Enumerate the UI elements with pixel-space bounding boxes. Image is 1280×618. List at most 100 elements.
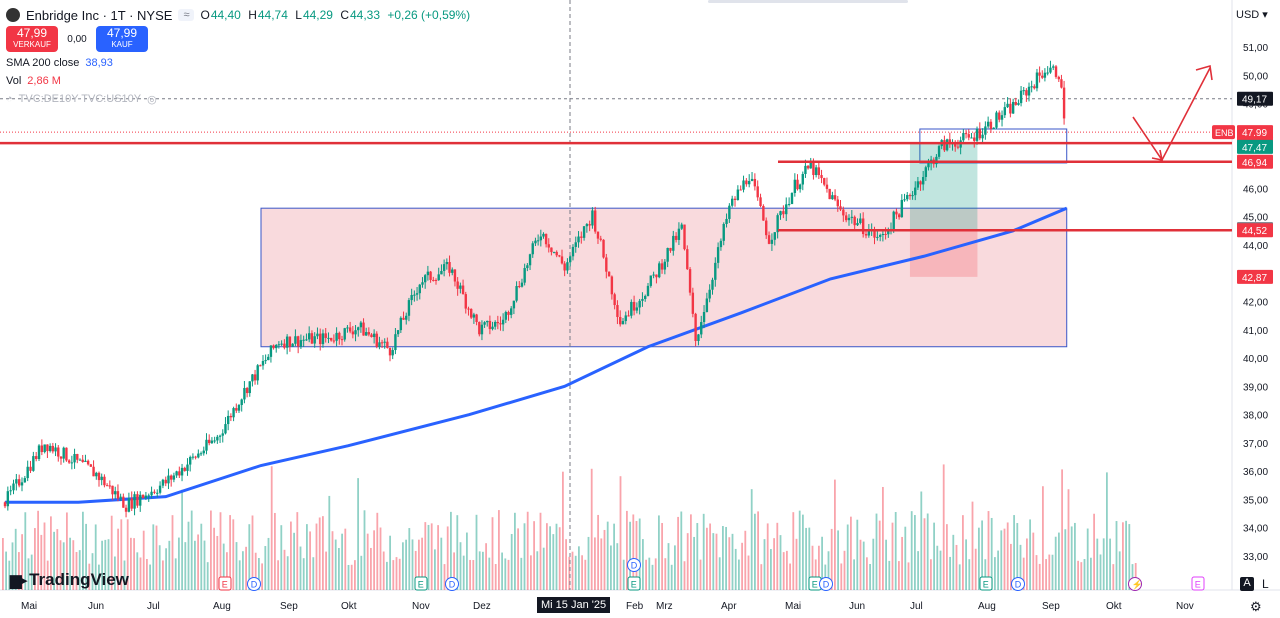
sell-button[interactable]: 47,99 VERKAUF — [6, 26, 58, 52]
candle-body — [499, 323, 502, 325]
volume-bar — [536, 551, 539, 590]
sma-200-line — [5, 206, 1068, 504]
volume-bar — [238, 560, 241, 590]
candle-body — [1049, 67, 1052, 73]
candle-body — [1038, 72, 1041, 76]
candle-body — [566, 262, 569, 271]
candle-body — [310, 333, 314, 344]
volume-bar — [14, 528, 17, 590]
auto-scale-button[interactable]: A — [1240, 577, 1254, 591]
compare-indicator[interactable]: ◔ TVC:DE10Y-TVC:US10Y ◎ — [6, 90, 470, 108]
candle-body — [998, 112, 1001, 120]
candle-body — [945, 139, 949, 151]
spread-value: 0,00 — [67, 33, 87, 45]
candle-body — [501, 319, 505, 325]
sma-indicator[interactable]: SMA 200 close 38,93 — [6, 54, 470, 72]
volume-bar — [917, 551, 919, 590]
volume-bar — [408, 528, 411, 590]
candle-body — [26, 466, 29, 479]
volume-bar — [59, 540, 62, 590]
volume-bar — [1061, 469, 1063, 590]
candle-body — [197, 453, 200, 458]
volume-bar — [555, 523, 558, 590]
candle-body — [1062, 87, 1066, 119]
volume-bar — [245, 546, 247, 590]
volume-bar — [651, 564, 654, 590]
volume-bar — [523, 523, 526, 590]
candle-body — [175, 471, 178, 476]
currency-selector[interactable]: USD ▾ — [1236, 8, 1268, 21]
candle-body — [954, 143, 957, 147]
candle-body — [362, 322, 365, 336]
symbol-title[interactable]: Enbridge Inc · 1T · NYSE — [26, 7, 173, 23]
volume-indicator[interactable]: Vol 2,86 M — [6, 72, 470, 90]
volume-bar — [990, 517, 993, 590]
candle-body — [496, 321, 500, 324]
candle-body — [15, 479, 18, 484]
candle-body — [798, 184, 802, 190]
candle-body — [65, 447, 68, 461]
candle-body — [542, 233, 545, 237]
volume-bar — [283, 549, 286, 590]
earnings-marker — [627, 576, 641, 591]
candle-body — [103, 476, 106, 486]
volume-bar — [270, 466, 273, 590]
volume-bar — [190, 510, 193, 590]
candle-body — [235, 408, 238, 411]
price-tick-label: 37,00 — [1243, 439, 1268, 450]
volume-bar — [325, 551, 327, 590]
volume-bar — [174, 558, 177, 590]
candle-body — [261, 361, 265, 366]
price-tick-label: 42,00 — [1243, 298, 1268, 309]
candle-body — [1014, 102, 1017, 105]
candle-body — [207, 439, 211, 444]
volume-bar — [1045, 559, 1047, 590]
volume-bar — [517, 528, 519, 590]
candle-body — [269, 345, 273, 357]
hide-legend-icon[interactable]: ≈ — [178, 9, 195, 21]
candle-body — [133, 494, 136, 509]
buy-button[interactable]: 47,99 KAUF — [96, 26, 148, 52]
candle-body — [327, 337, 330, 339]
candle-body — [1003, 107, 1007, 116]
volume-bar — [776, 522, 779, 590]
volume-bar — [818, 545, 820, 590]
candle-body — [750, 178, 754, 182]
candle-body — [801, 173, 804, 185]
price-label-text: 46,94 — [1242, 158, 1267, 169]
candle-body — [547, 244, 550, 248]
volume-bar — [94, 524, 97, 590]
volume-bar — [763, 539, 766, 590]
candle-body — [577, 236, 580, 243]
volume-bar — [936, 545, 939, 590]
forecast-path — [1132, 67, 1211, 162]
volume-bar — [946, 524, 948, 590]
hidden-eye-icon[interactable]: ◎ — [147, 93, 157, 106]
settings-gear-icon[interactable]: ⚙ — [1250, 599, 1262, 614]
candle-body — [413, 294, 416, 296]
top-handle[interactable] — [708, 0, 908, 3]
candle-body — [119, 496, 122, 499]
tradingview-logo[interactable]: ▆▸ TradingView — [10, 570, 129, 590]
time-tick-label: Mrz — [656, 601, 673, 612]
candle-body — [876, 236, 879, 238]
volume-bar — [24, 512, 27, 590]
volume-bar — [107, 539, 110, 590]
volume-bar — [869, 563, 871, 590]
log-scale-button[interactable]: L — [1262, 577, 1269, 591]
volume-bar — [949, 556, 951, 590]
candle-body — [486, 320, 489, 323]
volume-bar — [130, 537, 132, 590]
volume-bar — [315, 523, 318, 590]
volume-bar — [370, 547, 372, 590]
event-marker-letter: E — [222, 580, 228, 590]
price-tick-label: 50,00 — [1243, 71, 1268, 82]
candle-body — [475, 314, 478, 323]
compare-symbol-icon: ◔ — [6, 93, 13, 105]
volume-bar — [782, 552, 785, 590]
time-tick-label: Jul — [147, 601, 160, 612]
crosshair-date-label: Mi 15 Jan '25 — [537, 597, 611, 613]
candle-body — [739, 189, 742, 191]
volume-bar — [117, 528, 119, 590]
